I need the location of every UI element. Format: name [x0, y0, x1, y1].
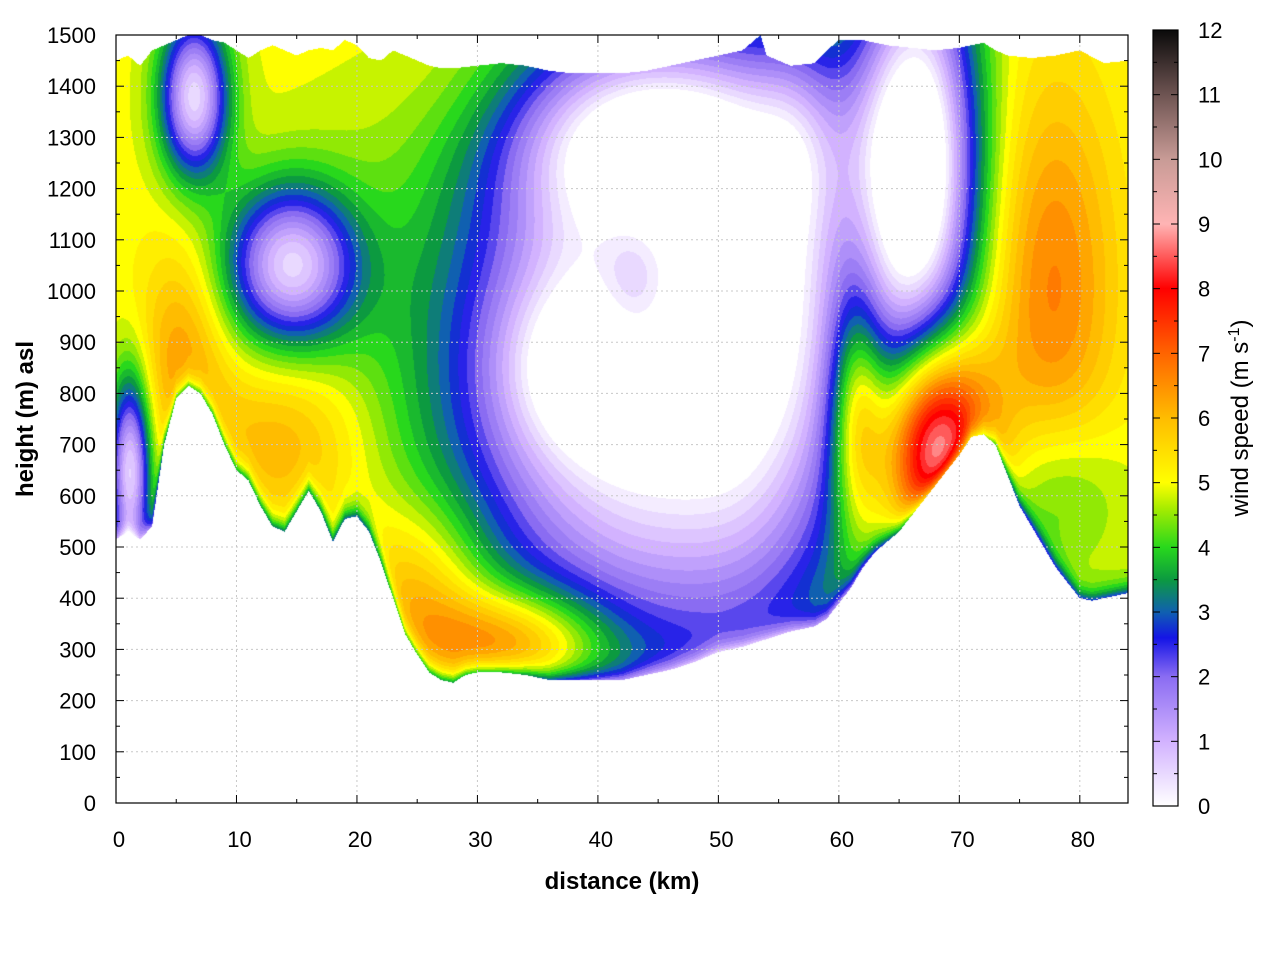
plot-area: 0 10 20 30 40 50 60 70 80 0 100 200 300 400 500 600 700…: [47, 23, 1129, 852]
y-axis-title: height (m) asl: [12, 341, 39, 497]
colorbar-tick-label: 1: [1198, 729, 1210, 754]
y-tick-label: 100: [59, 740, 96, 765]
y-tick-label: 1000: [47, 279, 96, 304]
x-tick-label: 50: [709, 827, 733, 852]
colorbar-tick-label: 4: [1198, 535, 1210, 560]
colorbar-tick-label: 8: [1198, 277, 1210, 302]
y-tick-label: 1400: [47, 74, 96, 99]
colorbar-tick-label: 3: [1198, 600, 1210, 625]
x-axis-title: distance (km): [545, 868, 700, 895]
y-tick-label: 200: [59, 689, 96, 714]
y-tick-label: 1200: [47, 177, 96, 202]
x-tick-label: 80: [1071, 827, 1095, 852]
colorbar-tick-label: 10: [1198, 147, 1222, 172]
colorbar-tick-label: 9: [1198, 212, 1210, 237]
y-tick-label: 1500: [47, 23, 96, 48]
colorbar-tick-label: 5: [1198, 471, 1210, 496]
colorbar-title-main: wind speed (m s: [1227, 342, 1254, 518]
x-tick-label: 40: [589, 827, 613, 852]
y-axis: 0 100 200 300 400 500 600 700 800 900 1000 1100 1200…: [47, 23, 1128, 816]
colorbar-tick-label: 6: [1198, 406, 1210, 431]
wind-speed-heatmap: [116, 35, 1128, 803]
colorbar-title-exponent: -1: [1226, 327, 1243, 341]
x-tick-label: 20: [348, 827, 372, 852]
x-axis: 0 10 20 30 40 50 60 70 80: [113, 35, 1095, 852]
x-tick-label: 0: [113, 827, 125, 852]
y-tick-label: 0: [84, 791, 96, 816]
x-tick-label: 60: [830, 827, 854, 852]
y-tick-label: 400: [59, 586, 96, 611]
y-tick-label: 1300: [47, 125, 96, 150]
colorbar-title-end: ): [1227, 320, 1254, 328]
y-tick-label: 1100: [49, 228, 96, 253]
x-tick-label: 30: [468, 827, 492, 852]
y-tick-label: 900: [59, 330, 96, 355]
y-tick-label: 700: [59, 433, 96, 458]
colorbar-tick-label: 12: [1198, 18, 1222, 43]
y-tick-label: 300: [59, 637, 96, 662]
y-tick-label: 500: [59, 535, 96, 560]
grid-lines: [116, 35, 1128, 803]
colorbar-tick-label: 7: [1198, 341, 1210, 366]
colorbar-tick-label: 0: [1198, 794, 1210, 819]
colorbar-tick-label: 2: [1198, 665, 1210, 690]
x-tick-label: 10: [227, 827, 251, 852]
colorbar-tick-label: 11: [1198, 83, 1221, 108]
x-tick-label: 70: [950, 827, 974, 852]
y-tick-label: 800: [59, 381, 96, 406]
y-tick-label: 600: [59, 484, 96, 509]
colorbar-title: wind speed (m s-1): [1226, 320, 1254, 518]
